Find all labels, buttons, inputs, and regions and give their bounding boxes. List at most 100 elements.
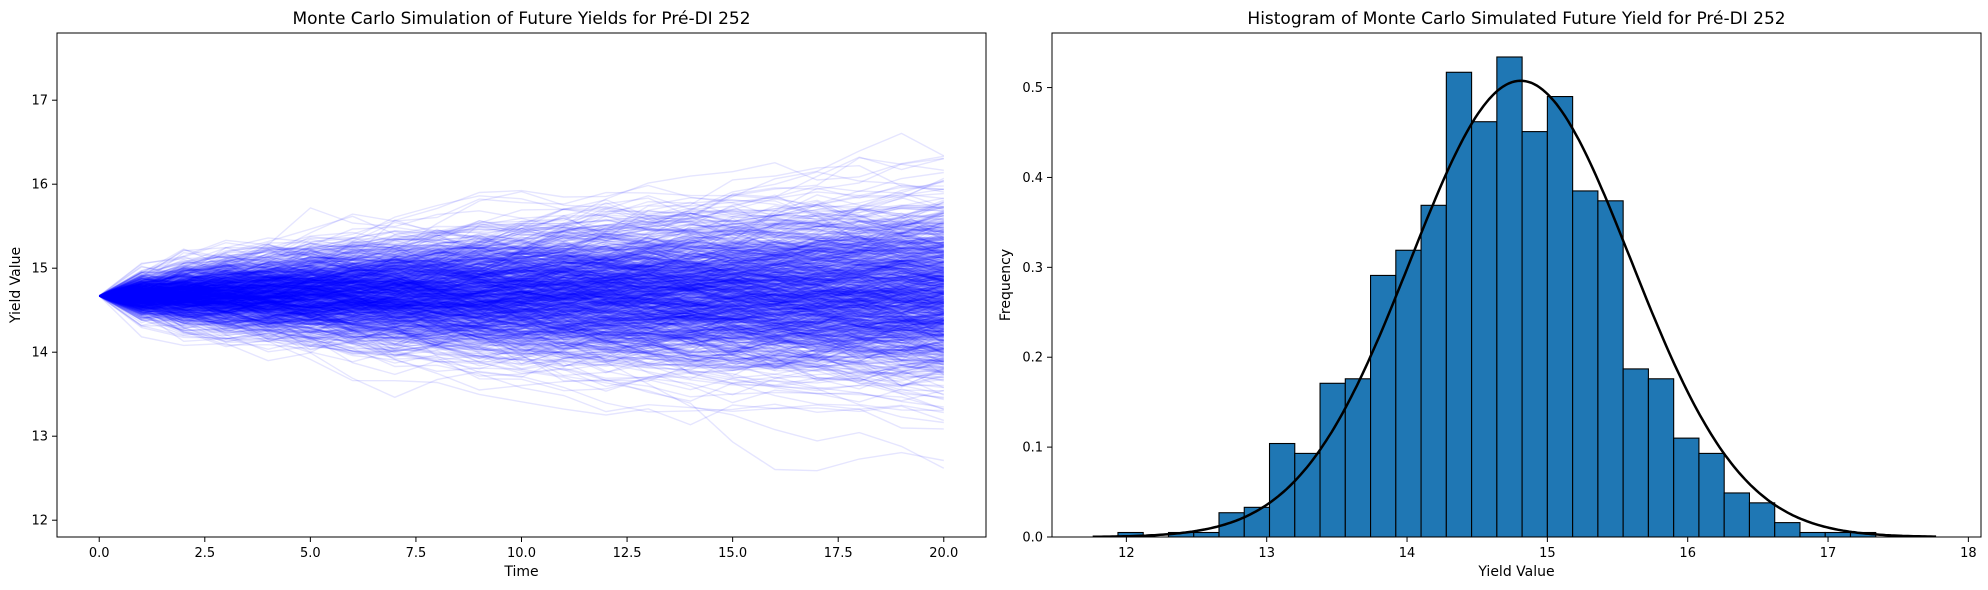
simulation-path bbox=[98, 295, 944, 383]
simulation-path bbox=[99, 256, 945, 340]
simulation-path bbox=[99, 288, 944, 335]
simulation-path bbox=[99, 285, 944, 325]
simulation-path bbox=[99, 223, 944, 297]
simulation-path bbox=[98, 223, 944, 297]
simulation-path bbox=[99, 263, 944, 346]
simulation-path bbox=[98, 272, 945, 331]
simulation-path bbox=[98, 295, 944, 382]
simulation-path bbox=[99, 291, 944, 324]
simulation-path bbox=[98, 295, 944, 396]
simulation-path bbox=[99, 212, 944, 304]
simulation-path bbox=[99, 281, 945, 356]
simulation-path bbox=[99, 274, 944, 308]
simulation-path bbox=[99, 223, 945, 298]
simulation-path bbox=[99, 269, 944, 318]
simulation-path bbox=[99, 295, 945, 350]
simulation-path bbox=[99, 284, 945, 360]
simulation-path bbox=[98, 295, 944, 412]
simulation-path bbox=[99, 261, 944, 302]
simulation-path bbox=[99, 202, 945, 298]
simulation-path bbox=[99, 209, 944, 304]
right-y-tick-label: 0.2 bbox=[1022, 351, 1043, 366]
simulation-path bbox=[99, 244, 944, 309]
simulation-path bbox=[98, 276, 944, 336]
simulation-path bbox=[98, 295, 944, 335]
simulation-path bbox=[99, 287, 944, 338]
simulation-path bbox=[99, 278, 945, 356]
simulation-path bbox=[99, 293, 944, 339]
simulation-path bbox=[99, 264, 944, 298]
simulation-path bbox=[99, 235, 944, 297]
simulation-path bbox=[99, 293, 944, 408]
simulation-path bbox=[99, 239, 945, 321]
simulation-path bbox=[98, 267, 944, 363]
simulation-path bbox=[99, 235, 944, 299]
simulation-path bbox=[99, 279, 944, 351]
simulation-path bbox=[99, 279, 944, 330]
simulation-path bbox=[99, 295, 945, 363]
simulation-path bbox=[98, 232, 944, 297]
right-x-tick-label: 13 bbox=[1258, 546, 1275, 561]
simulation-path bbox=[99, 258, 944, 326]
simulation-path bbox=[99, 263, 945, 306]
simulation-path bbox=[99, 219, 944, 306]
simulation-path bbox=[98, 287, 944, 339]
simulation-path bbox=[99, 198, 945, 297]
simulation-path bbox=[98, 266, 944, 331]
simulation-path bbox=[99, 294, 944, 338]
simulation-path bbox=[99, 244, 944, 297]
simulation-path bbox=[99, 220, 944, 329]
left-y-tick-label: 13 bbox=[31, 430, 48, 445]
simulation-path bbox=[99, 285, 944, 362]
simulation-path bbox=[99, 271, 944, 341]
simulation-path bbox=[98, 247, 945, 297]
simulation-path bbox=[99, 238, 944, 304]
simulation-path bbox=[98, 295, 944, 472]
simulation-path bbox=[99, 231, 944, 297]
simulation-path bbox=[99, 264, 944, 327]
simulation-path bbox=[99, 250, 944, 297]
simulation-path bbox=[99, 284, 944, 339]
simulation-path bbox=[99, 250, 944, 324]
simulation-path bbox=[99, 295, 944, 368]
simulation-path bbox=[98, 281, 944, 369]
simulation-path bbox=[99, 217, 944, 297]
simulation-path bbox=[98, 291, 944, 349]
simulation-path bbox=[99, 295, 944, 390]
simulation-path bbox=[99, 275, 944, 330]
simulation-path bbox=[99, 276, 944, 347]
simulation-path bbox=[98, 295, 945, 363]
simulation-path bbox=[99, 274, 944, 318]
simulation-path bbox=[99, 260, 944, 316]
right-x-tick-label: 12 bbox=[1118, 546, 1135, 561]
simulation-path bbox=[99, 260, 944, 298]
simulation-path bbox=[99, 280, 944, 353]
simulation-path bbox=[99, 293, 944, 333]
simulation-path bbox=[98, 295, 944, 354]
simulation-path bbox=[99, 241, 944, 297]
histogram-bar bbox=[1698, 452, 1725, 537]
histogram-bar bbox=[1597, 200, 1624, 537]
simulation-path bbox=[98, 295, 944, 379]
simulation-path bbox=[98, 259, 945, 302]
simulation-path bbox=[98, 295, 944, 368]
simulation-path bbox=[98, 194, 944, 297]
simulation-path bbox=[99, 157, 944, 307]
simulation-path bbox=[98, 295, 944, 338]
simulation-path bbox=[99, 284, 944, 317]
simulation-path bbox=[99, 295, 944, 354]
simulation-path bbox=[99, 288, 945, 332]
simulation-path bbox=[99, 253, 944, 301]
simulation-path bbox=[99, 228, 944, 304]
simulation-path bbox=[99, 236, 944, 297]
histogram-bar bbox=[1521, 131, 1548, 537]
simulation-path bbox=[99, 230, 945, 303]
simulation-path bbox=[99, 260, 944, 311]
simulation-path bbox=[99, 258, 945, 311]
simulation-path bbox=[98, 275, 945, 343]
simulation-path bbox=[99, 291, 944, 333]
simulation-path bbox=[99, 257, 944, 302]
simulation-path bbox=[98, 271, 944, 314]
simulation-path bbox=[98, 270, 945, 310]
simulation-path bbox=[98, 295, 944, 336]
